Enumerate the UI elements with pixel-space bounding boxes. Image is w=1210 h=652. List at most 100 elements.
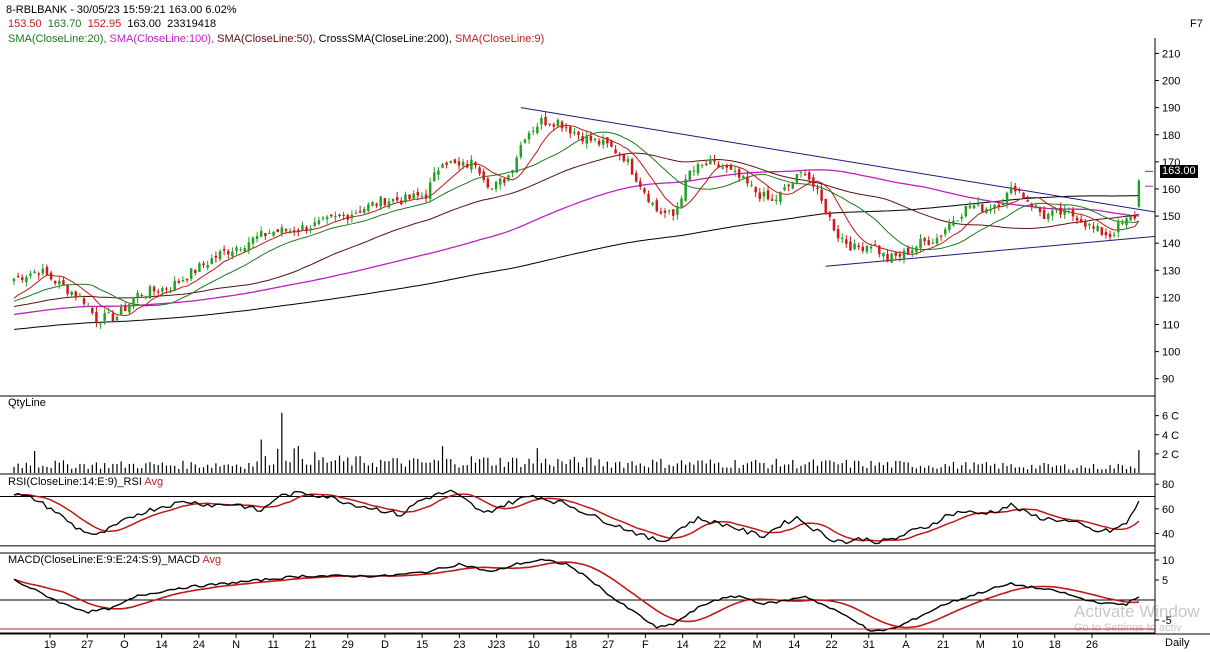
- legend-sma9[interactable]: SMA(CloseLine:9): [454, 33, 545, 45]
- candle-body: [935, 237, 939, 244]
- candle-body: [511, 170, 514, 173]
- candle-body: [960, 216, 963, 219]
- candle-body: [601, 139, 605, 145]
- price-tag: 163.00: [1160, 165, 1198, 178]
- candle-body: [1133, 215, 1136, 219]
- candle-body: [931, 242, 935, 244]
- candle-body: [906, 247, 910, 255]
- legend-sma200[interactable]: CrossSMA(CloseLine:200),: [318, 33, 452, 45]
- macd-signal-line: [13, 561, 1139, 629]
- candle-body: [519, 145, 523, 158]
- candle-body: [1108, 233, 1112, 237]
- candle-body: [255, 236, 259, 240]
- rsi-tick-label: 60: [1162, 504, 1174, 516]
- candle-body: [820, 189, 823, 201]
- candle-body: [589, 135, 593, 141]
- legend-sma20[interactable]: SMA(CloseLine:20),: [8, 33, 107, 45]
- candle-body: [49, 272, 53, 280]
- candle-body: [717, 164, 720, 168]
- price-tick-label: 190: [1162, 103, 1180, 115]
- candle-body: [437, 170, 440, 175]
- interval-label[interactable]: Daily: [1165, 637, 1190, 649]
- candle-body: [321, 217, 325, 219]
- candle-body: [828, 212, 832, 217]
- candle-body: [676, 206, 679, 215]
- time-tick-label: F: [642, 639, 649, 651]
- candle-body: [169, 290, 172, 292]
- candle-body: [227, 251, 230, 255]
- candle-body: [1038, 207, 1042, 213]
- candle-body: [198, 263, 201, 272]
- rsi-tick-label: 40: [1162, 529, 1174, 541]
- candle-body: [12, 278, 16, 282]
- candle-body: [206, 265, 209, 268]
- time-tick-label: 10: [1011, 639, 1023, 651]
- time-tick-label: 18: [1049, 639, 1061, 651]
- time-tick-label: J23: [488, 639, 506, 651]
- candle-body: [107, 312, 111, 314]
- candle-body: [746, 176, 749, 184]
- candle-body: [37, 273, 40, 275]
- open-value: 153.50: [8, 18, 42, 30]
- candle-body: [873, 244, 877, 246]
- candle-body: [474, 162, 477, 166]
- candle-body: [902, 250, 906, 259]
- candle-body: [766, 190, 770, 200]
- legend-sma50[interactable]: SMA(CloseLine:50),: [217, 33, 316, 45]
- candle-body: [663, 210, 667, 213]
- legend-sma100[interactable]: SMA(CloseLine:100),: [109, 33, 215, 45]
- candle-body: [1125, 218, 1128, 226]
- candle-body: [292, 230, 296, 233]
- candle-body: [173, 280, 176, 291]
- sma9-line: [13, 124, 1140, 317]
- candle-body: [1009, 186, 1013, 193]
- candle-body: [1071, 209, 1075, 217]
- candle-body: [997, 204, 1001, 207]
- candle-body: [939, 235, 943, 237]
- candle-body: [894, 252, 898, 256]
- candle-body: [577, 131, 580, 135]
- candle-body: [1100, 227, 1104, 235]
- candle-body: [449, 160, 453, 163]
- candle-body: [943, 229, 947, 235]
- time-tick-label: N: [232, 639, 240, 651]
- candle-body: [972, 205, 976, 209]
- candle-body: [420, 195, 424, 197]
- candle-body: [985, 208, 988, 214]
- candle-body: [1034, 205, 1038, 207]
- candle-body: [853, 243, 856, 250]
- price-tick-label: 110: [1162, 320, 1180, 332]
- candle-body: [655, 200, 659, 212]
- candle-body: [503, 179, 506, 183]
- candle-body: [643, 188, 646, 193]
- candle-body: [898, 253, 902, 257]
- candle-body: [1137, 180, 1141, 207]
- candle-body: [704, 163, 708, 166]
- candle-body: [58, 280, 61, 285]
- candle-body: [585, 135, 588, 144]
- hotkey-label: F7: [1190, 18, 1203, 30]
- candle-body: [1088, 223, 1091, 226]
- candle-body: [45, 266, 49, 275]
- candle-body: [597, 140, 601, 145]
- low-value: 152.95: [87, 18, 122, 30]
- macd-label: MACD(CloseLine:E:9:E:24:S:9)_MACD: [8, 554, 200, 566]
- candle-body: [408, 194, 411, 200]
- indicator-legend: SMA(CloseLine:20), SMA(CloseLine:100), S…: [8, 33, 544, 45]
- candle-body: [140, 295, 143, 297]
- candle-body: [861, 246, 865, 251]
- time-tick-label: A: [902, 639, 910, 651]
- watermark-line1: Activate Window: [1074, 602, 1200, 621]
- candle-body: [803, 174, 807, 176]
- candle-body: [1022, 192, 1025, 198]
- candle-body: [672, 209, 675, 216]
- candle-body: [41, 268, 45, 274]
- candle-body: [1075, 217, 1079, 221]
- candle-body: [1092, 226, 1095, 229]
- candle-body: [21, 277, 24, 280]
- candle-body: [115, 316, 119, 321]
- candle-body: [433, 172, 436, 182]
- candle-body: [721, 167, 724, 169]
